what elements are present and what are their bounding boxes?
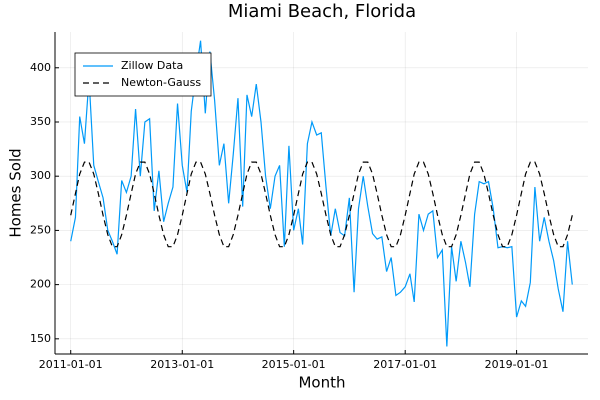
x-tick-label: 2013-01-01 xyxy=(150,358,214,371)
y-tick-label: 200 xyxy=(30,278,51,291)
y-tick-label: 250 xyxy=(30,223,51,236)
legend-label: Newton-Gauss xyxy=(121,76,201,89)
data-line xyxy=(70,161,573,248)
chart-title: Miami Beach, Florida xyxy=(228,1,416,22)
legend-label: Zillow Data xyxy=(121,59,183,72)
y-tick-label: 300 xyxy=(30,169,51,182)
x-tick-label: 2015-01-01 xyxy=(262,358,326,371)
y-tick-label: 400 xyxy=(30,61,51,74)
y-tick-label: 150 xyxy=(30,332,51,345)
x-tick-label: 2011-01-01 xyxy=(39,358,103,371)
x-axis-label: Month xyxy=(298,374,345,392)
y-axis-label: Homes Sold xyxy=(7,148,25,237)
legend-box xyxy=(74,52,212,97)
data-line xyxy=(70,40,573,347)
x-tick-label: 2019-01-01 xyxy=(485,358,549,371)
x-tick-label: 2017-01-01 xyxy=(373,358,437,371)
y-tick-label: 350 xyxy=(30,115,51,128)
